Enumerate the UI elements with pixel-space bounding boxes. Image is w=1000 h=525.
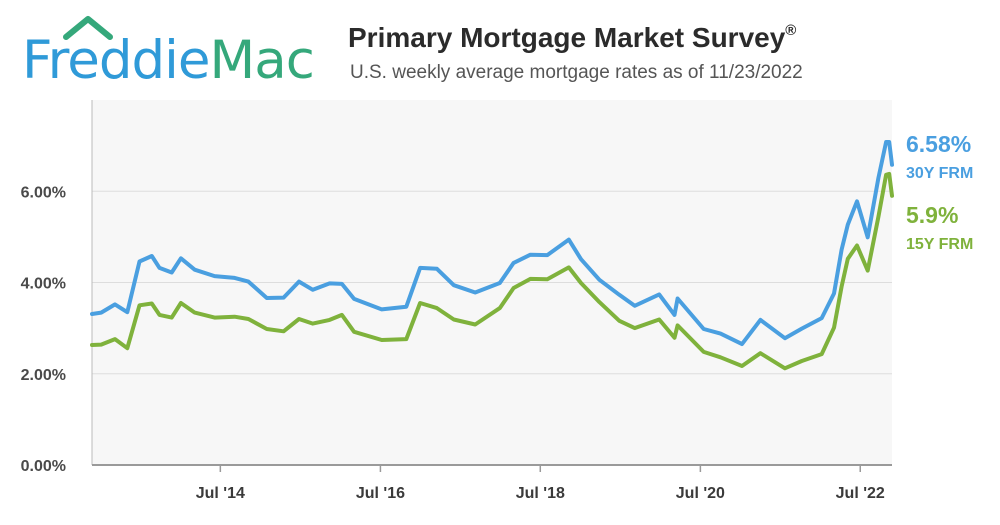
- x-tick-label: Jul '16: [356, 485, 405, 502]
- x-tick-label: Jul '14: [196, 485, 245, 502]
- x-tick-label: Jul '20: [676, 485, 725, 502]
- y-tick-label: 0.00%: [21, 458, 66, 475]
- end-value-label: 6.58%: [906, 131, 971, 157]
- series-name-label: 30Y FRM: [906, 165, 973, 182]
- y-tick-label: 4.00%: [21, 276, 66, 293]
- x-tick-label: Jul '18: [516, 485, 565, 502]
- end-value-label: 5.9%: [906, 202, 958, 228]
- series-name-label: 15Y FRM: [906, 236, 973, 253]
- x-tick-label: Jul '22: [836, 485, 885, 502]
- y-tick-label: 2.00%: [21, 367, 66, 384]
- y-tick-label: 6.00%: [21, 184, 66, 201]
